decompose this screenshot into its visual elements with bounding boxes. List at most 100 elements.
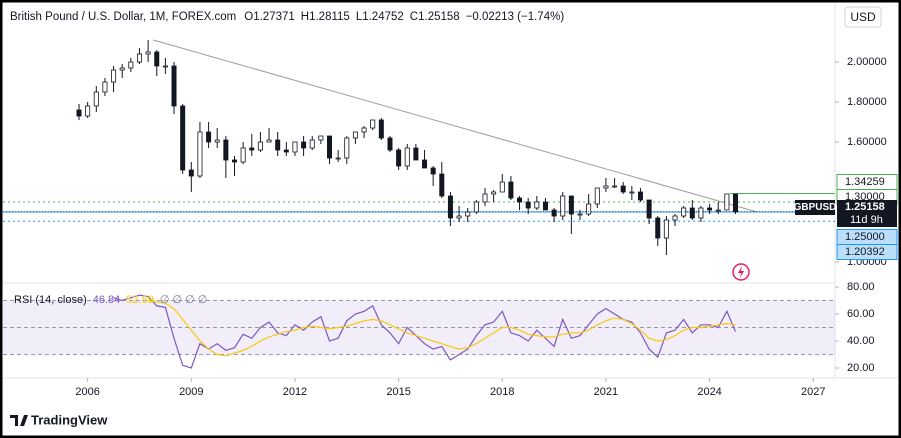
candle-body (266, 139, 272, 143)
alert-bolt (738, 266, 744, 278)
candle-body (542, 201, 548, 211)
rsi-line (148, 299, 736, 357)
candle-body (231, 159, 237, 163)
ohlc-key: O (244, 11, 253, 23)
x-tick-label: 2024 (697, 386, 721, 398)
candle-body (655, 217, 661, 239)
rsi-header: RSI (14, close) 46.84 52.89 ∅ ∅ ∅ ∅ (14, 294, 207, 306)
candle-body (577, 213, 583, 216)
currency-label: USD (850, 10, 876, 24)
candle-body (508, 181, 514, 199)
x-tick-label: 2012 (283, 386, 307, 398)
rsi-line (113, 294, 737, 369)
candle-body (171, 65, 177, 107)
candle-body (439, 173, 445, 197)
candle-body (534, 201, 540, 209)
candle-body (465, 211, 471, 217)
candle-body (637, 191, 643, 201)
ohlc-value: 1.25158 (418, 11, 460, 23)
rsi-title: RSI (14, close) (14, 294, 87, 306)
symbol-title: British Pound / U.S. Dollar, 1M, FOREX.c… (10, 11, 236, 23)
level-label: 1.30000 (845, 191, 885, 203)
y-tick-label: 1.80000 (847, 96, 887, 108)
x-tick-label: 2018 (490, 386, 514, 398)
level-label-box (836, 244, 898, 260)
trendline (153, 39, 758, 213)
candle-body (85, 105, 91, 117)
rsi-y-tick-label: 60.00 (847, 308, 875, 320)
rsi-value: 52.89 (126, 294, 154, 306)
price-change: −0.02213 (−1.74%) (466, 11, 565, 23)
x-tick-label: 2006 (75, 386, 99, 398)
last-price-box (837, 200, 897, 227)
candle-body (473, 201, 479, 213)
y-tick-label: 1.60000 (847, 136, 887, 148)
candle-body (249, 147, 255, 151)
candle-body (223, 139, 229, 161)
candle-body (102, 81, 108, 93)
tradingview-logo: TradingView (10, 412, 108, 427)
level-label: 1.34259 (845, 176, 885, 188)
candle-body (560, 195, 566, 217)
ohlc-value: 1.24752 (362, 11, 404, 23)
level-label: 1.25000 (845, 231, 885, 243)
candle-body (707, 207, 713, 211)
candle-body (335, 157, 341, 160)
candle-body (119, 67, 125, 71)
candle-body (301, 141, 307, 149)
candle-body (430, 167, 436, 175)
rsi-value: 46.84 (93, 294, 121, 306)
candle-body (698, 207, 704, 219)
candle-body (603, 185, 609, 189)
candle-body (93, 91, 99, 107)
logo-text: TradingView (31, 412, 108, 427)
candle-body (499, 181, 505, 193)
currency-button[interactable] (844, 6, 882, 28)
candle-body (352, 131, 358, 139)
candle-body (646, 199, 652, 219)
candle-body (145, 51, 151, 55)
x-tick-label: 2027 (801, 386, 825, 398)
candle-body (257, 141, 263, 151)
ohlc-value: 1.27371 (253, 11, 295, 23)
countdown: 11d 9h (850, 214, 883, 226)
rsi-y-tick-label: 20.00 (847, 362, 875, 374)
candle-body (586, 203, 592, 215)
x-tick-label: 2021 (594, 386, 618, 398)
candle-body (612, 185, 618, 188)
symbol-box (795, 200, 835, 215)
candle-body (154, 51, 160, 67)
candle-body (206, 131, 212, 143)
candle-body (482, 193, 488, 203)
candle-body (214, 139, 220, 143)
candle-body (422, 159, 428, 169)
symbol-label: GBPUSD (794, 202, 837, 213)
candle-body (404, 147, 410, 167)
alert-icon[interactable] (732, 263, 750, 281)
candle-body (447, 195, 453, 219)
candle-body (517, 197, 523, 203)
candle-body (240, 147, 246, 163)
rsi-extra: ∅ ∅ ∅ ∅ (160, 294, 208, 306)
ohlc-key: L (356, 11, 363, 23)
candle-body (620, 185, 626, 193)
candle-body (361, 127, 367, 133)
candle-body (283, 149, 289, 153)
candle-body (672, 215, 678, 221)
candle-body (344, 137, 350, 159)
candle-body (188, 169, 194, 177)
candle-body (111, 69, 117, 83)
candle-body (413, 147, 419, 161)
candle-body (275, 139, 281, 151)
candle-body (689, 207, 695, 219)
candle-body (732, 193, 738, 213)
level-label: 1.20392 (845, 246, 885, 258)
candle-body (456, 215, 462, 219)
candle-body (180, 105, 186, 171)
candle-body (370, 119, 376, 129)
ohlc-value: 1.28115 (309, 11, 350, 23)
candle-body (551, 209, 557, 217)
candle-body (715, 209, 721, 212)
candle-body (136, 53, 142, 63)
